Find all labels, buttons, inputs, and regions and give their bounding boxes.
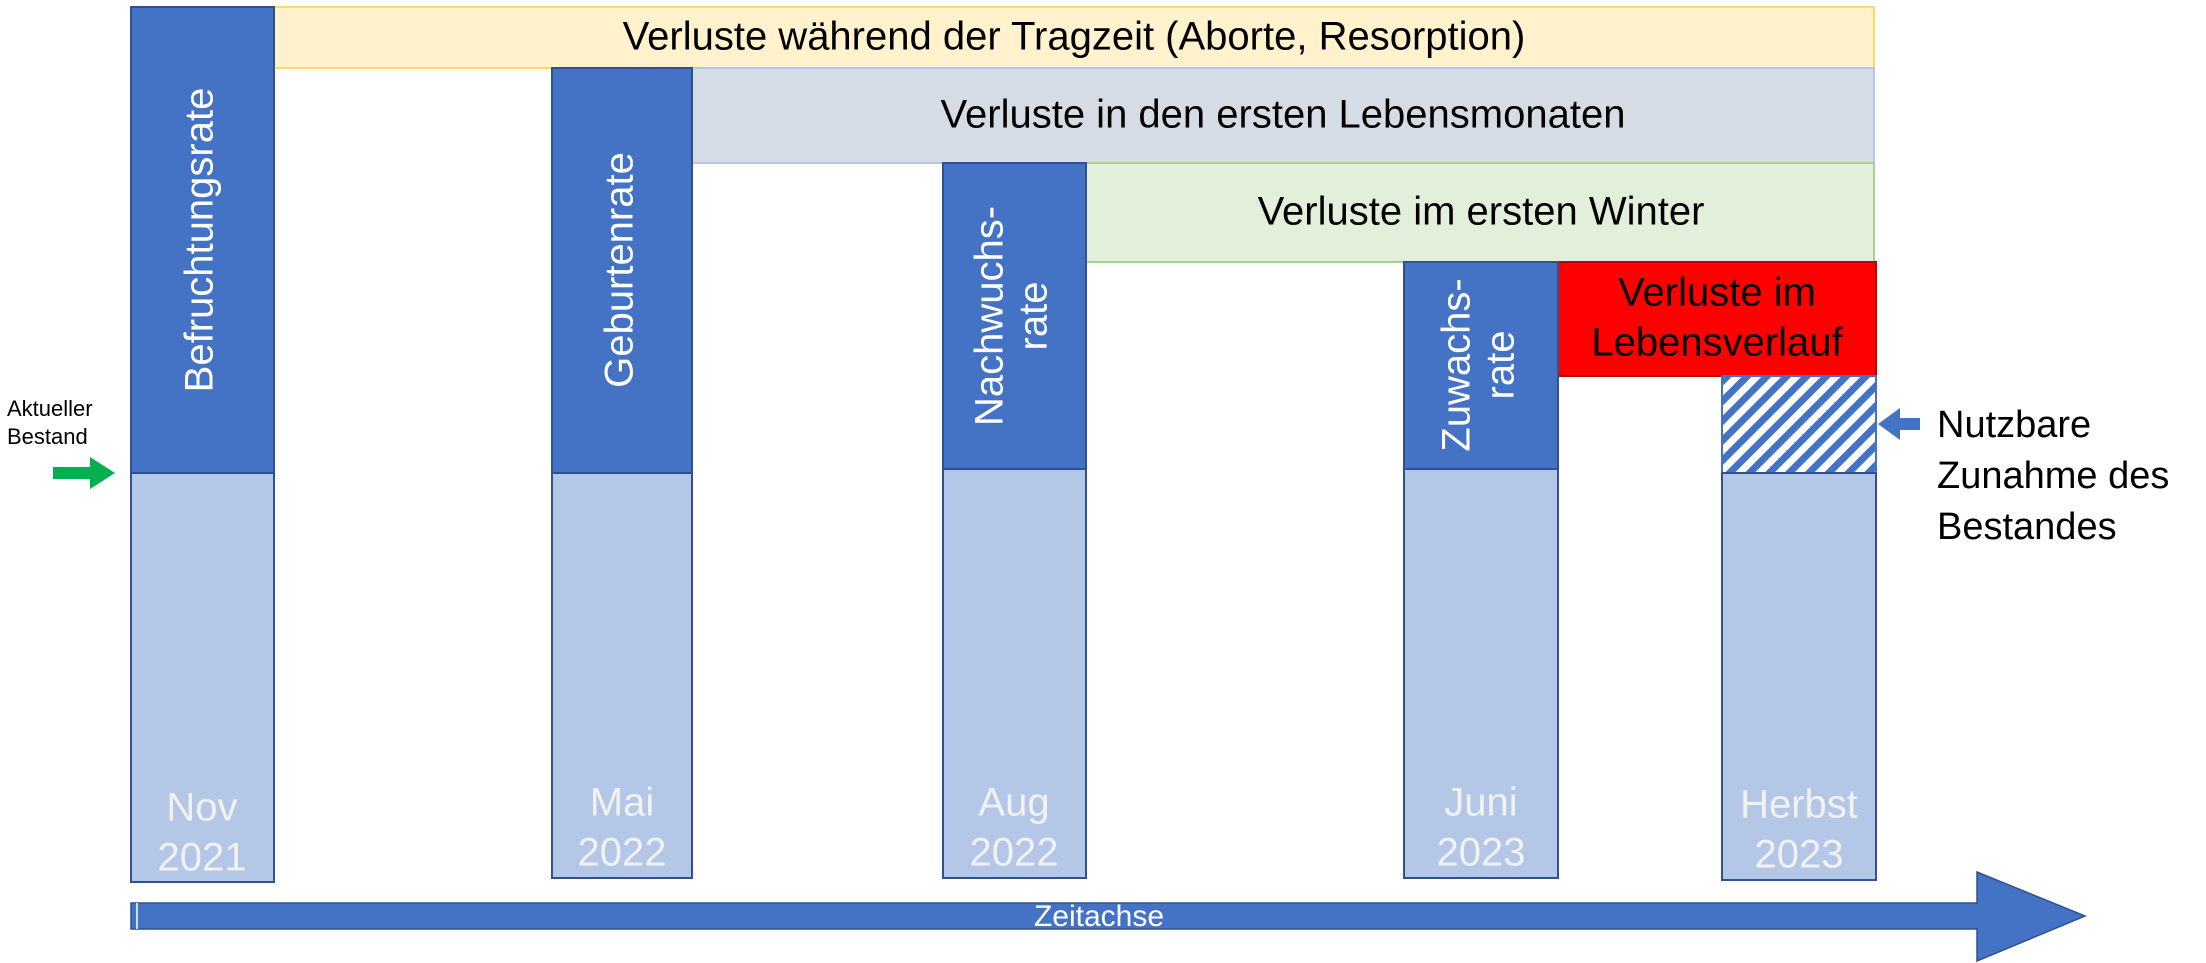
axis-label: Zeitachse <box>1034 900 1164 933</box>
date-label: Juni <box>1444 781 1517 825</box>
date-label: 2022 <box>578 831 667 875</box>
shapes <box>53 6 2087 963</box>
loss-band <box>273 6 1875 69</box>
date-label: Aug <box>978 781 1049 825</box>
hatched-increase <box>1721 375 1877 474</box>
loss-label: Verluste in den ersten Lebensmonaten <box>941 93 1626 137</box>
date-label: Herbst <box>1740 783 1858 827</box>
usable-increase-label: Zunahme des <box>1937 455 2169 497</box>
date-label: 2022 <box>970 831 1059 875</box>
stock-bar <box>551 472 693 879</box>
loss-label: Verluste im <box>1618 271 1816 315</box>
date-label: Nov <box>166 786 237 830</box>
rate-label: rate <box>1479 331 1523 400</box>
loss-label: Verluste im ersten Winter <box>1258 190 1705 234</box>
labels: Befruchtungsrate Nov 2021 Geburtenrate Mai 20… <box>7 15 2169 933</box>
date-label: 2023 <box>1755 833 1844 877</box>
loss-band <box>1557 261 1877 377</box>
stock-bar <box>1721 472 1877 881</box>
rate-label: Befruchtungsrate <box>178 88 222 393</box>
date-label: 2023 <box>1437 831 1526 875</box>
current-stock-arrow <box>53 457 115 489</box>
loss-band <box>691 67 1875 164</box>
current-stock-label: Bestand <box>7 424 88 449</box>
loss-band <box>1085 162 1875 263</box>
usable-increase-label: Nutzbare <box>1937 404 2091 446</box>
loss-label: Verluste während der Tragzeit (Aborte, R… <box>623 15 1526 59</box>
rate-label: Nachwuchs- <box>968 206 1012 426</box>
current-stock-label: Aktueller <box>7 396 93 421</box>
stock-bar <box>1403 468 1559 879</box>
rate-label: rate <box>1012 282 1056 351</box>
usable-increase-label: Bestandes <box>1937 506 2117 548</box>
loss-label: Lebensverlauf <box>1591 321 1843 365</box>
date-label: 2021 <box>158 836 247 880</box>
increase-arrow <box>1878 408 1920 440</box>
stock-bar <box>130 472 275 883</box>
stock-bar <box>942 468 1087 879</box>
rate-bar <box>130 6 275 474</box>
date-label: Mai <box>590 781 654 825</box>
rate-label: Geburtenrate <box>598 152 642 388</box>
time-axis-arrow <box>130 870 2087 963</box>
rate-bar <box>1403 261 1559 470</box>
rate-label: Zuwachs- <box>1435 278 1479 451</box>
